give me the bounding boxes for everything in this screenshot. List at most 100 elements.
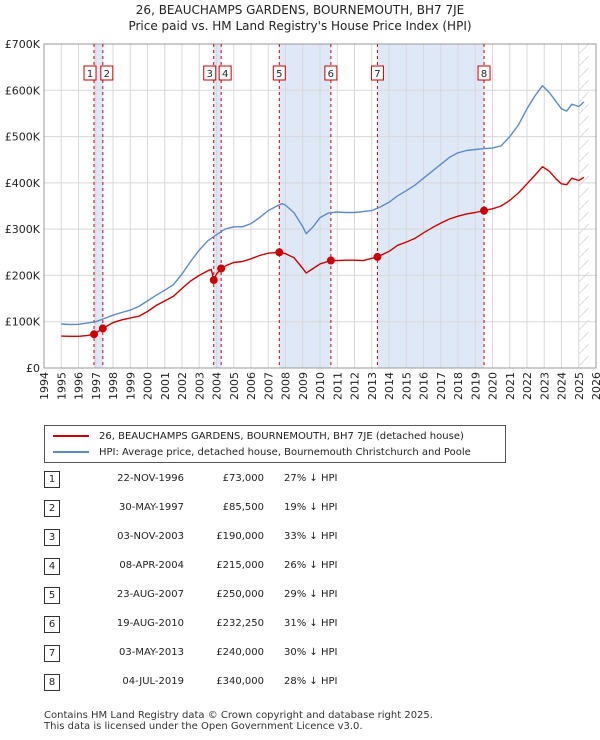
sale-row: 3 03-NOV-2003 £190,000 33% ↓ HPI [44, 528, 564, 548]
plot-border [43, 43, 597, 369]
forecast-hatch [578, 163, 589, 175]
sale-date: 30-MAY-1997 [118, 502, 184, 513]
x-tick-label: 2023 [538, 372, 551, 400]
x-tick-label: 2011 [331, 372, 344, 400]
sale-number-badge: 1 [44, 471, 60, 488]
footer: Contains HM Land Registry data © Crown c… [44, 710, 433, 732]
sale-number-badge: 2 [44, 500, 60, 517]
forecast-hatch [578, 151, 589, 163]
sale-number-badge: 3 [44, 529, 60, 546]
sale-price: £85,500 [222, 502, 264, 513]
sale-point [209, 276, 218, 285]
x-tick-label: 2026 [590, 372, 600, 400]
sale-row: 6 19-AUG-2010 £232,250 31% ↓ HPI [44, 615, 564, 635]
y-tick-label: £700K [5, 38, 41, 51]
sale-number-badge: 8 [44, 674, 60, 691]
forecast-hatch [578, 79, 589, 91]
forecast-hatch [578, 331, 589, 343]
x-tick-label: 1998 [107, 372, 120, 400]
sale-row: 7 03-MAY-2013 £240,000 30% ↓ HPI [44, 644, 564, 664]
sale-point [326, 256, 335, 265]
sale-row: 2 30-MAY-1997 £85,500 19% ↓ HPI [44, 499, 564, 519]
chart-subtitle: Price paid vs. HM Land Registry's House … [128, 19, 472, 33]
forecast-hatch [578, 343, 589, 355]
forecast-hatch [578, 67, 589, 79]
forecast-hatch [578, 295, 589, 307]
x-tick-label: 2022 [521, 372, 534, 400]
x-tick-label: 1999 [124, 372, 137, 400]
footer-copyright: Contains HM Land Registry data © Crown c… [44, 710, 433, 721]
sale-price: £232,250 [216, 618, 264, 629]
x-tick-label: 2024 [556, 372, 569, 400]
x-tick-label: 2004 [211, 372, 224, 400]
property-line-swatch [53, 435, 89, 437]
x-tick-label: 1995 [55, 372, 68, 400]
forecast-hatch [578, 187, 589, 199]
x-tick-label: 2001 [159, 372, 172, 400]
x-tick-label: 1996 [73, 372, 86, 400]
sale-price: £73,000 [222, 473, 264, 484]
sale-label-box [370, 65, 384, 81]
sale-date: 04-JUL-2019 [122, 676, 184, 687]
sale-number-badge: 5 [44, 587, 60, 604]
sale-number-badge: 6 [44, 616, 60, 633]
forecast-hatch [578, 199, 589, 211]
sale-hpi-diff: 26% ↓ HPI [284, 560, 338, 571]
forecast-hatch [578, 175, 589, 187]
x-tick-label: 2007 [262, 372, 275, 400]
x-tick-label: 2020 [487, 372, 500, 400]
x-tick-label: 2012 [349, 372, 362, 400]
hpi-line [61, 85, 585, 326]
forecast-hatch [578, 271, 589, 283]
sale-label-box [100, 65, 114, 81]
shaded-period [213, 44, 222, 368]
forecast-hatch [578, 247, 589, 259]
x-tick-label: 2006 [245, 372, 258, 400]
forecast-hatch [578, 355, 589, 367]
x-tick-label: 2010 [314, 372, 327, 400]
sale-label-number: 1 [87, 69, 93, 80]
property-price-line [61, 166, 585, 337]
forecast-hatch [578, 235, 589, 247]
sale-label-box [203, 65, 217, 81]
forecast-hatch [578, 283, 589, 295]
footer-licence: This data is licensed under the Open Gov… [44, 721, 363, 732]
sale-hpi-diff: 19% ↓ HPI [284, 502, 338, 513]
sale-date: 08-APR-2004 [119, 560, 184, 571]
x-tick-label: 2019 [469, 372, 482, 400]
sale-price: £250,000 [216, 589, 264, 600]
forecast-hatch [578, 259, 589, 271]
sale-point [217, 264, 226, 273]
sale-row: 5 23-AUG-2007 £250,000 29% ↓ HPI [44, 586, 564, 606]
sale-point [275, 248, 284, 257]
y-tick-label: £200K [5, 269, 41, 282]
sale-row: 4 08-APR-2004 £215,000 26% ↓ HPI [44, 557, 564, 577]
sale-row: 8 04-JUL-2019 £340,000 28% ↓ HPI [44, 673, 564, 693]
x-tick-label: 2013 [366, 372, 379, 400]
sale-label-box [83, 65, 97, 81]
x-tick-label: 1997 [90, 372, 103, 400]
chart-title: 26, BEAUCHAMPS GARDENS, BOURNEMOUTH, BH7… [135, 3, 465, 17]
y-tick-label: £100K [5, 316, 41, 329]
forecast-hatch [578, 307, 589, 319]
x-tick-label: 2018 [452, 372, 465, 400]
sale-label-number: 2 [104, 69, 110, 80]
x-tick-label: 2014 [383, 372, 396, 400]
x-tick-label: 2008 [280, 372, 293, 400]
sale-hpi-diff: 27% ↓ HPI [284, 473, 338, 484]
sale-point [480, 206, 489, 215]
sale-label-box [324, 65, 338, 81]
sale-hpi-diff: 28% ↓ HPI [284, 676, 338, 687]
sale-price: £340,000 [216, 676, 264, 687]
sale-label-number: 6 [328, 69, 334, 80]
sale-label-number: 7 [374, 69, 380, 80]
forecast-hatch [578, 43, 589, 55]
forecast-hatch [578, 115, 589, 127]
sale-price: £215,000 [216, 560, 264, 571]
x-tick-label: 1994 [38, 372, 51, 400]
shaded-period [279, 44, 331, 368]
shaded-period [94, 44, 103, 368]
sale-label-number: 4 [222, 69, 228, 80]
sale-point [90, 330, 99, 339]
sale-price: £240,000 [216, 647, 264, 658]
